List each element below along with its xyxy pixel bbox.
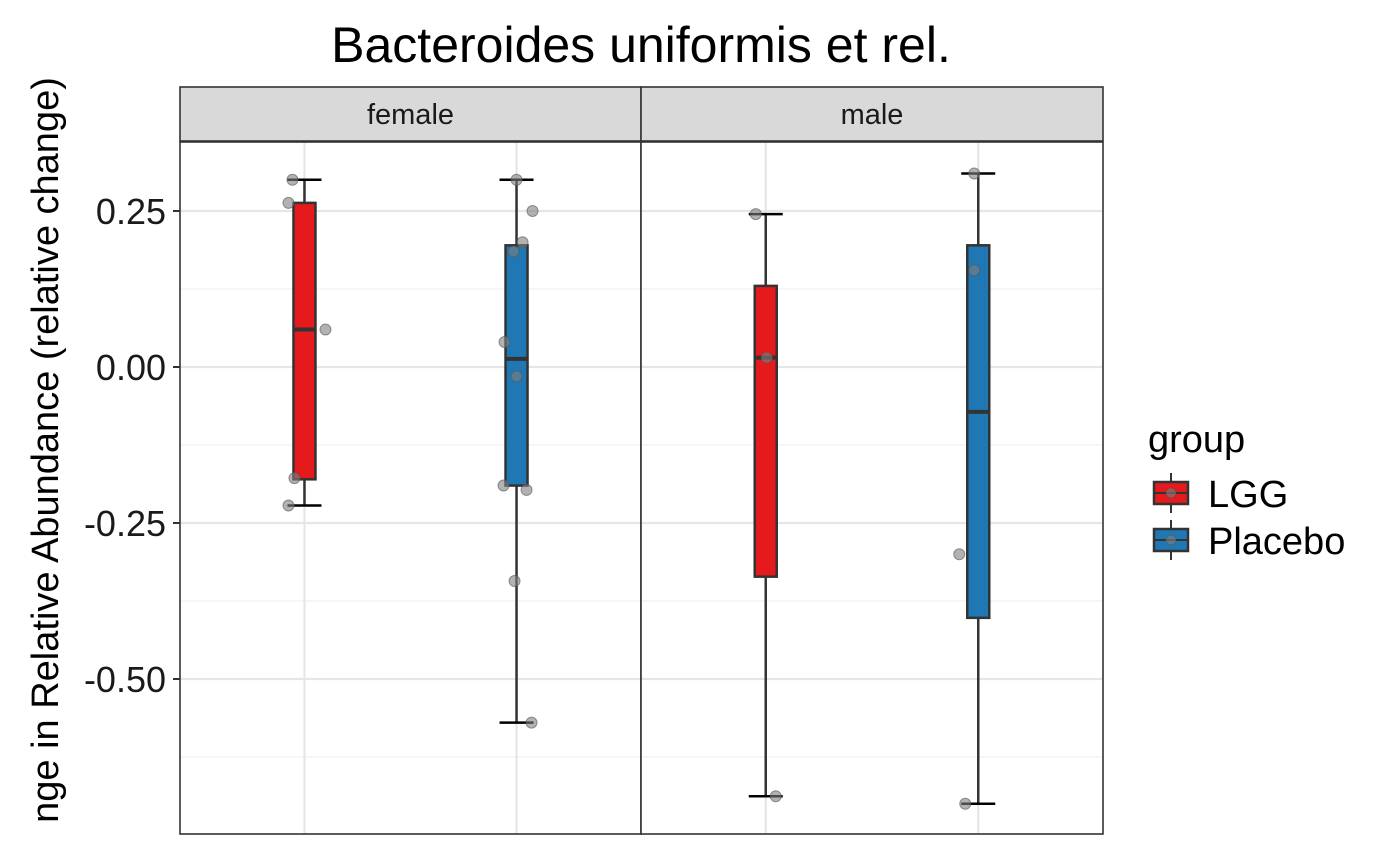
- data-point: [760, 351, 773, 364]
- y-axis-label: nge in Relative Abundance (relative chan…: [25, 77, 67, 823]
- legend-title: group: [1148, 419, 1245, 461]
- data-point: [507, 245, 520, 258]
- data-point: [498, 336, 511, 349]
- panel-background: [180, 142, 641, 834]
- boxplot-female-Placebo: [497, 173, 539, 729]
- data-point: [769, 790, 782, 803]
- legend-label: Placebo: [1208, 521, 1345, 563]
- y-tick-label: -0.25: [84, 503, 166, 544]
- data-point: [953, 548, 966, 561]
- data-point: [282, 499, 295, 512]
- data-point: [510, 173, 523, 186]
- data-point: [497, 479, 510, 492]
- data-point: [510, 370, 523, 383]
- facet-panel-female: female: [179, 86, 642, 835]
- data-point: [749, 208, 762, 221]
- data-point: [319, 323, 332, 336]
- boxplot-male-Placebo: [953, 167, 996, 810]
- data-point: [508, 575, 521, 588]
- data-point: [288, 472, 301, 485]
- data-point: [968, 167, 981, 180]
- y-tick-label: 0.00: [96, 347, 166, 388]
- y-tick-label: -0.50: [84, 659, 166, 700]
- facet-label: male: [841, 99, 904, 131]
- data-point: [525, 716, 538, 729]
- data-point: [968, 264, 981, 277]
- facet-panel-male: male: [640, 86, 1104, 835]
- data-point: [520, 483, 533, 496]
- facet-strip: [179, 86, 642, 142]
- panel-border: [640, 141, 1104, 835]
- boxplot-male-LGG: [748, 208, 783, 803]
- data-point: [286, 173, 299, 186]
- box-body: [966, 244, 991, 620]
- y-tick-label: 0.25: [96, 191, 166, 232]
- chart-title: Bacteroides uniformis et rel.: [331, 17, 951, 73]
- data-point: [282, 196, 295, 209]
- legend-key-point: [1165, 487, 1177, 499]
- box-body: [753, 284, 778, 578]
- legend-label: LGG: [1208, 474, 1288, 516]
- facet-strip: [640, 86, 1104, 142]
- legend-entry-Placebo: Placebo: [1152, 520, 1345, 563]
- legend-key-point: [1165, 534, 1177, 546]
- boxplot-female-LGG: [282, 173, 332, 512]
- panel-background: [641, 142, 1103, 834]
- box-body: [292, 201, 317, 481]
- facet-label: female: [367, 99, 454, 131]
- data-point: [526, 205, 539, 217]
- legend-entry-LGG: LGG: [1152, 473, 1288, 516]
- data-point: [959, 797, 972, 810]
- data-point: [516, 236, 529, 249]
- box-body: [504, 244, 529, 487]
